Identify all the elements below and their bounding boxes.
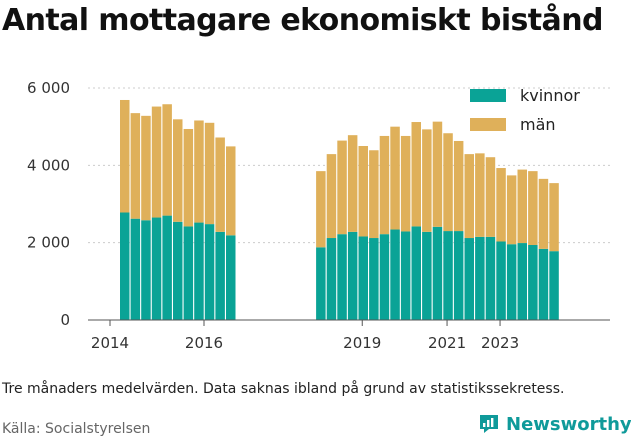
bar-man [162,104,172,216]
brand-name: Newsworthy [506,413,631,435]
source-text: Källa: Socialstyrelsen [2,421,151,437]
bar-man [506,175,517,245]
bar-man [528,171,538,245]
bar-man [120,99,130,213]
y-tick-label: 0 [60,311,70,329]
bar-kvinnor [528,244,538,320]
bar-man [464,154,474,239]
y-tick-label: 6 000 [27,79,70,97]
bar-kvinnor [443,231,453,320]
bar-man [204,122,215,225]
bar-kvinnor [379,234,390,320]
chart-note: Tre månaders medelvärden. Data saknas ib… [2,381,565,397]
bar-man [173,119,183,222]
bar-kvinnor [347,231,358,320]
bar-kvinnor [173,221,183,320]
bar-kvinnor [506,244,517,320]
bar-man [215,137,225,232]
bar-kvinnor [496,241,506,320]
legend: kvinnor män [470,86,580,134]
brand-logo[interactable]: Newsworthy [477,411,631,437]
bar-kvinnor [120,212,130,320]
bar-man [432,121,443,227]
x-tick-label: 2021 [428,334,466,352]
bar-kvinnor [194,222,204,320]
bar-man [347,135,358,232]
bar-kvinnor [141,220,151,320]
bar-man [141,115,151,221]
bar-kvinnor [215,231,225,320]
bar-kvinnor [151,217,162,320]
bar-man [337,140,347,235]
y-tick-label: 4 000 [27,156,70,174]
bar-man [358,146,368,237]
x-tick-label: 2019 [343,334,381,352]
bar-kvinnor [226,235,236,320]
bar-kvinnor [411,226,421,320]
bar-kvinnor [400,231,411,320]
bar-kvinnor [475,236,485,320]
bar-kvinnor [358,236,368,320]
bar-man [538,178,549,249]
bar-man [183,128,194,227]
bar-kvinnor [517,243,527,320]
bar-man [411,122,421,227]
bar-man [496,168,506,242]
legend-swatch-man [470,118,506,131]
bar-man [130,113,141,219]
bar-man [194,120,204,223]
bar-man [517,169,527,244]
bar-man [226,146,236,236]
bar-man [453,140,464,232]
bar-kvinnor [538,248,549,320]
bar-kvinnor [183,226,194,320]
x-tick-label: 2023 [481,334,519,352]
bar-man [326,154,337,239]
bar-man [549,183,559,252]
bar-kvinnor [162,215,172,320]
bar-man [369,150,379,239]
bar-kvinnor [464,238,474,320]
bar-kvinnor [390,229,400,320]
bar-kvinnor [432,226,443,320]
y-axis-ticks: 6 000 4 000 2 000 0 [27,79,70,329]
x-tick-label: 2016 [185,334,223,352]
bar-man [422,129,432,232]
bar-kvinnor [422,231,432,320]
bar-man [379,135,390,235]
legend-label-kvinnor: kvinnor [520,86,580,105]
bar-kvinnor [369,238,379,320]
bar-kvinnor [337,234,347,320]
x-tick-label: 2014 [91,334,129,352]
bar-man [443,133,453,232]
bar-kvinnor [326,238,337,320]
bar-man [485,157,496,237]
bar-kvinnor [130,218,141,320]
bar-man [400,135,411,232]
y-tick-label: 2 000 [27,234,70,252]
bar-kvinnor [485,236,496,320]
chart-title: Antal mottagare ekonomiskt bistånd [2,3,603,38]
bar-man [151,106,162,218]
bar-kvinnor [549,251,559,320]
newsworthy-logo-icon [480,415,498,433]
bars [120,99,559,320]
legend-swatch-kvinnor [470,89,506,102]
bar-kvinnor [453,231,464,320]
bar-man [475,153,485,237]
bar-kvinnor [316,247,326,320]
x-axis-ticks: 2014 2016 2019 2021 2023 [91,320,519,352]
legend-label-man: män [520,115,556,134]
bar-man [390,126,400,230]
bar-kvinnor [204,224,215,320]
bar-man [316,171,326,248]
